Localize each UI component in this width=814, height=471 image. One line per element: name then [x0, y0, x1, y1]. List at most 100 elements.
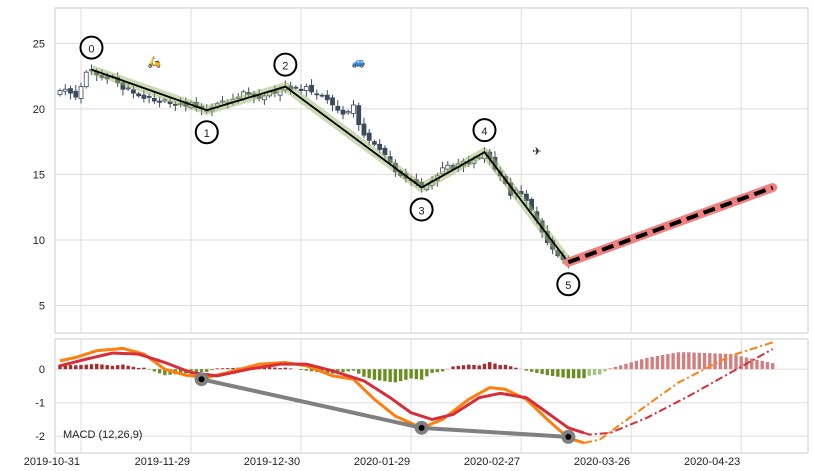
histogram-bar	[592, 369, 597, 376]
scooter-icon: 🛵	[148, 56, 162, 69]
histogram-bar	[325, 369, 329, 374]
histogram-bar	[765, 362, 770, 370]
candle	[83, 71, 89, 88]
histogram-bar	[723, 353, 728, 370]
candle	[314, 93, 320, 96]
candle	[125, 87, 131, 90]
histogram-bar	[367, 369, 371, 379]
x-tick-label: 2020-01-29	[354, 456, 410, 468]
histogram-bar	[488, 362, 492, 370]
zigzag-line	[91, 68, 570, 263]
histogram-bar	[115, 365, 120, 370]
histogram-bar	[739, 356, 743, 370]
histogram-bar	[566, 369, 571, 379]
histogram-bar	[550, 369, 555, 376]
macd-y-tick-label: -2	[35, 431, 45, 443]
candle	[345, 111, 351, 114]
histogram-bar	[514, 367, 518, 370]
histogram-bar	[524, 369, 529, 371]
histogram-bar	[571, 369, 576, 379]
histogram-bar	[440, 369, 445, 372]
histogram-bar	[110, 365, 115, 370]
histogram-bar	[163, 369, 167, 376]
histogram-bar	[63, 364, 67, 370]
histogram-bar	[681, 352, 686, 370]
histogram-bar	[68, 365, 73, 370]
histogram-bar	[561, 369, 565, 378]
histogram-bar	[770, 363, 775, 370]
histogram-bar	[309, 369, 314, 372]
histogram-bar	[451, 366, 455, 370]
pivot-marker	[194, 120, 219, 145]
histogram-bar	[136, 367, 141, 370]
histogram-bar	[671, 353, 675, 370]
candle	[335, 105, 341, 111]
y-tick-label: 15	[33, 169, 45, 181]
histogram-bar	[461, 365, 466, 370]
histogram-bar	[74, 365, 78, 370]
histogram-bar	[603, 369, 607, 372]
histogram-bar	[299, 369, 303, 370]
histogram-bar	[210, 369, 214, 371]
histogram-bar	[477, 365, 481, 370]
candle	[361, 123, 367, 136]
histogram-bar	[535, 369, 539, 373]
histogram-bar	[634, 360, 639, 370]
histogram-bar	[734, 355, 738, 370]
histogram-bar	[750, 358, 754, 370]
candle	[366, 132, 372, 141]
histogram-bar	[645, 357, 649, 370]
histogram-bar	[598, 369, 602, 375]
pivot-label: 2	[282, 61, 288, 73]
projection-line	[567, 185, 774, 265]
histogram-bar	[288, 368, 293, 370]
histogram-bar	[655, 355, 660, 370]
candle	[62, 88, 68, 92]
histogram-bar	[351, 369, 356, 371]
histogram-bar	[194, 369, 198, 373]
histogram-bar	[498, 365, 502, 370]
histogram-bar	[456, 365, 460, 370]
candle	[157, 100, 163, 103]
histogram-bar	[508, 366, 513, 370]
histogram-bar	[676, 352, 681, 370]
histogram-bar	[79, 364, 83, 370]
histogram-bar	[708, 353, 712, 370]
histogram-bar	[529, 369, 534, 372]
histogram-bar	[341, 369, 345, 373]
histogram-bar	[372, 369, 377, 380]
candle	[73, 90, 79, 98]
histogram-bar	[393, 369, 398, 383]
macd-y-tick-label: -1	[35, 398, 45, 410]
airplane-icon: ✈	[532, 146, 541, 158]
histogram-bar	[692, 352, 696, 370]
candle	[141, 94, 147, 99]
histogram-bar	[283, 367, 288, 370]
histogram-bar	[304, 369, 309, 371]
y-tick-label: 20	[33, 104, 45, 116]
x-tick-label: 2020-03-26	[574, 456, 630, 468]
histogram-bar	[503, 364, 508, 370]
candle	[340, 109, 346, 115]
candle	[130, 89, 136, 94]
histogram-bar	[89, 364, 94, 370]
histogram-bar	[226, 368, 230, 370]
histogram-bar	[278, 367, 282, 370]
candle	[57, 90, 63, 95]
signal-line	[59, 351, 585, 435]
macd-y-tick-label: 0	[39, 364, 45, 376]
histogram-bar	[205, 369, 209, 372]
pivot-label: 0	[88, 44, 94, 56]
histogram-bar	[587, 369, 591, 376]
candle	[151, 98, 157, 102]
histogram-bar	[105, 365, 109, 370]
pivot-marker	[79, 35, 104, 60]
candle	[136, 93, 142, 97]
candle	[351, 104, 356, 114]
histogram-bar	[215, 368, 219, 370]
x-tick-label: 2020-02-27	[464, 456, 520, 468]
histogram-bar	[697, 352, 702, 370]
y-tick-label: 25	[33, 38, 45, 50]
histogram-bar	[414, 369, 419, 380]
